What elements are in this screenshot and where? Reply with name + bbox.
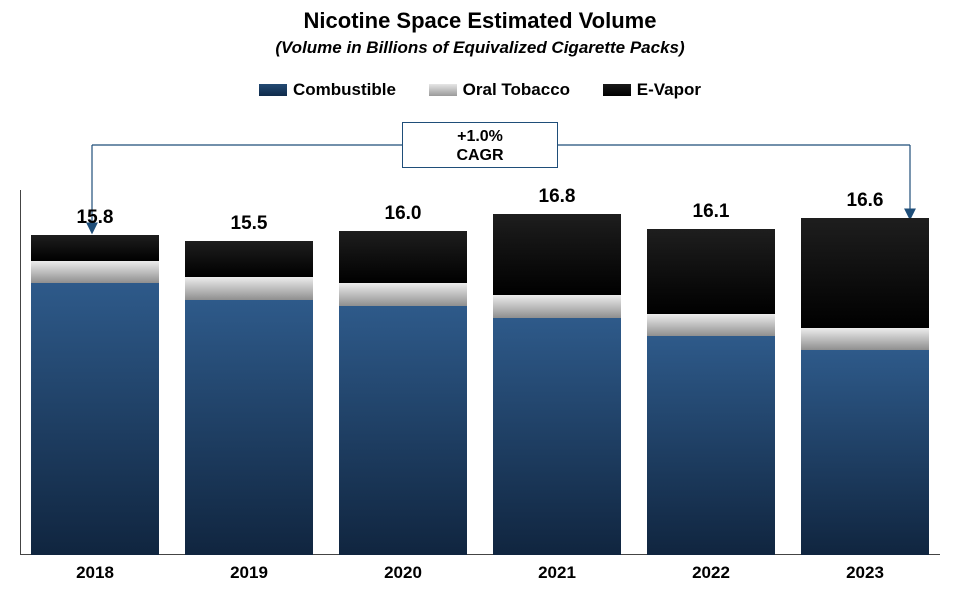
bar-seg-evapor — [185, 241, 313, 278]
bar-seg-combustible — [339, 306, 467, 555]
bar-seg-combustible — [493, 318, 621, 555]
bar-seg-combustible — [647, 336, 775, 555]
bar-total-label: 15.8 — [31, 207, 159, 229]
bar-seg-evapor — [801, 218, 929, 328]
bar-group — [801, 218, 929, 555]
bar-seg-evapor — [647, 229, 775, 314]
bar-seg-combustible — [801, 350, 929, 555]
cagr-callout-box: +1.0% CAGR — [402, 122, 558, 168]
bar-total-label: 15.5 — [185, 213, 313, 235]
x-axis-label: 2019 — [185, 563, 313, 583]
bar-group — [493, 214, 621, 555]
bar-seg-oral — [801, 328, 929, 350]
bar-total-label: 16.6 — [801, 190, 929, 212]
bar-group — [339, 231, 467, 555]
bar-seg-oral — [185, 277, 313, 299]
bar-total-label: 16.1 — [647, 201, 775, 223]
cagr-value: +1.0% — [403, 127, 557, 146]
bar-seg-oral — [31, 261, 159, 283]
plot-area: 15.8201815.5201916.0202016.8202116.12022… — [20, 190, 940, 555]
chart-container: Nicotine Space Estimated Volume (Volume … — [0, 0, 960, 593]
bar-seg-combustible — [185, 300, 313, 556]
bar-group — [647, 229, 775, 555]
x-axis-label: 2022 — [647, 563, 775, 583]
bar-group — [31, 235, 159, 555]
y-axis — [20, 190, 21, 555]
bar-total-label: 16.0 — [339, 203, 467, 225]
x-axis-label: 2023 — [801, 563, 929, 583]
x-axis-label: 2020 — [339, 563, 467, 583]
bar-group — [185, 241, 313, 555]
bar-seg-oral — [493, 295, 621, 317]
x-axis-label: 2018 — [31, 563, 159, 583]
bar-seg-evapor — [31, 235, 159, 261]
bar-seg-evapor — [493, 214, 621, 295]
cagr-label: CAGR — [403, 146, 557, 165]
x-axis-label: 2021 — [493, 563, 621, 583]
bar-seg-combustible — [31, 283, 159, 555]
bar-seg-evapor — [339, 231, 467, 284]
bar-seg-oral — [647, 314, 775, 336]
bar-seg-oral — [339, 283, 467, 305]
bar-total-label: 16.8 — [493, 186, 621, 208]
